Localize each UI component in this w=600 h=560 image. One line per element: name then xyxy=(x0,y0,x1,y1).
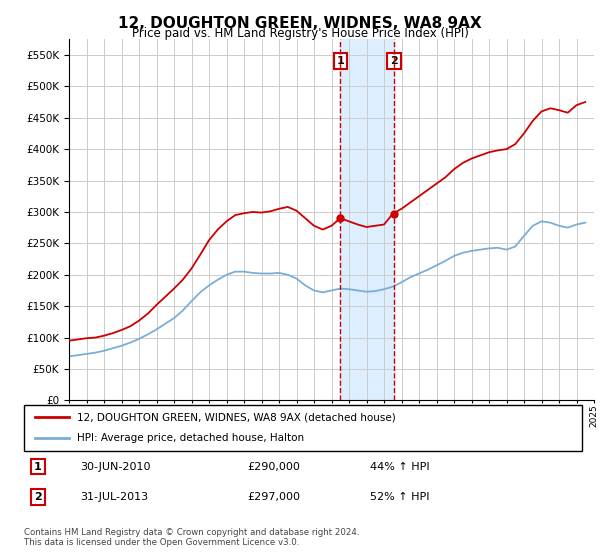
FancyBboxPatch shape xyxy=(24,405,582,451)
Text: Contains HM Land Registry data © Crown copyright and database right 2024.
This d: Contains HM Land Registry data © Crown c… xyxy=(24,528,359,547)
Text: 2: 2 xyxy=(34,492,42,502)
Text: 12, DOUGHTON GREEN, WIDNES, WA8 9AX: 12, DOUGHTON GREEN, WIDNES, WA8 9AX xyxy=(118,16,482,31)
Bar xyxy=(340,39,394,400)
Text: 1: 1 xyxy=(337,56,344,66)
Text: 52% ↑ HPI: 52% ↑ HPI xyxy=(370,492,430,502)
Text: 2: 2 xyxy=(390,56,398,66)
Text: 1: 1 xyxy=(34,461,42,472)
Text: HPI: Average price, detached house, Halton: HPI: Average price, detached house, Halt… xyxy=(77,433,304,444)
Text: 30-JUN-2010: 30-JUN-2010 xyxy=(80,461,151,472)
Text: £297,000: £297,000 xyxy=(247,492,300,502)
Text: 44% ↑ HPI: 44% ↑ HPI xyxy=(370,461,430,472)
Text: Price paid vs. HM Land Registry's House Price Index (HPI): Price paid vs. HM Land Registry's House … xyxy=(131,27,469,40)
Text: 12, DOUGHTON GREEN, WIDNES, WA8 9AX (detached house): 12, DOUGHTON GREEN, WIDNES, WA8 9AX (det… xyxy=(77,412,396,422)
Text: 31-JUL-2013: 31-JUL-2013 xyxy=(80,492,148,502)
Text: £290,000: £290,000 xyxy=(247,461,300,472)
